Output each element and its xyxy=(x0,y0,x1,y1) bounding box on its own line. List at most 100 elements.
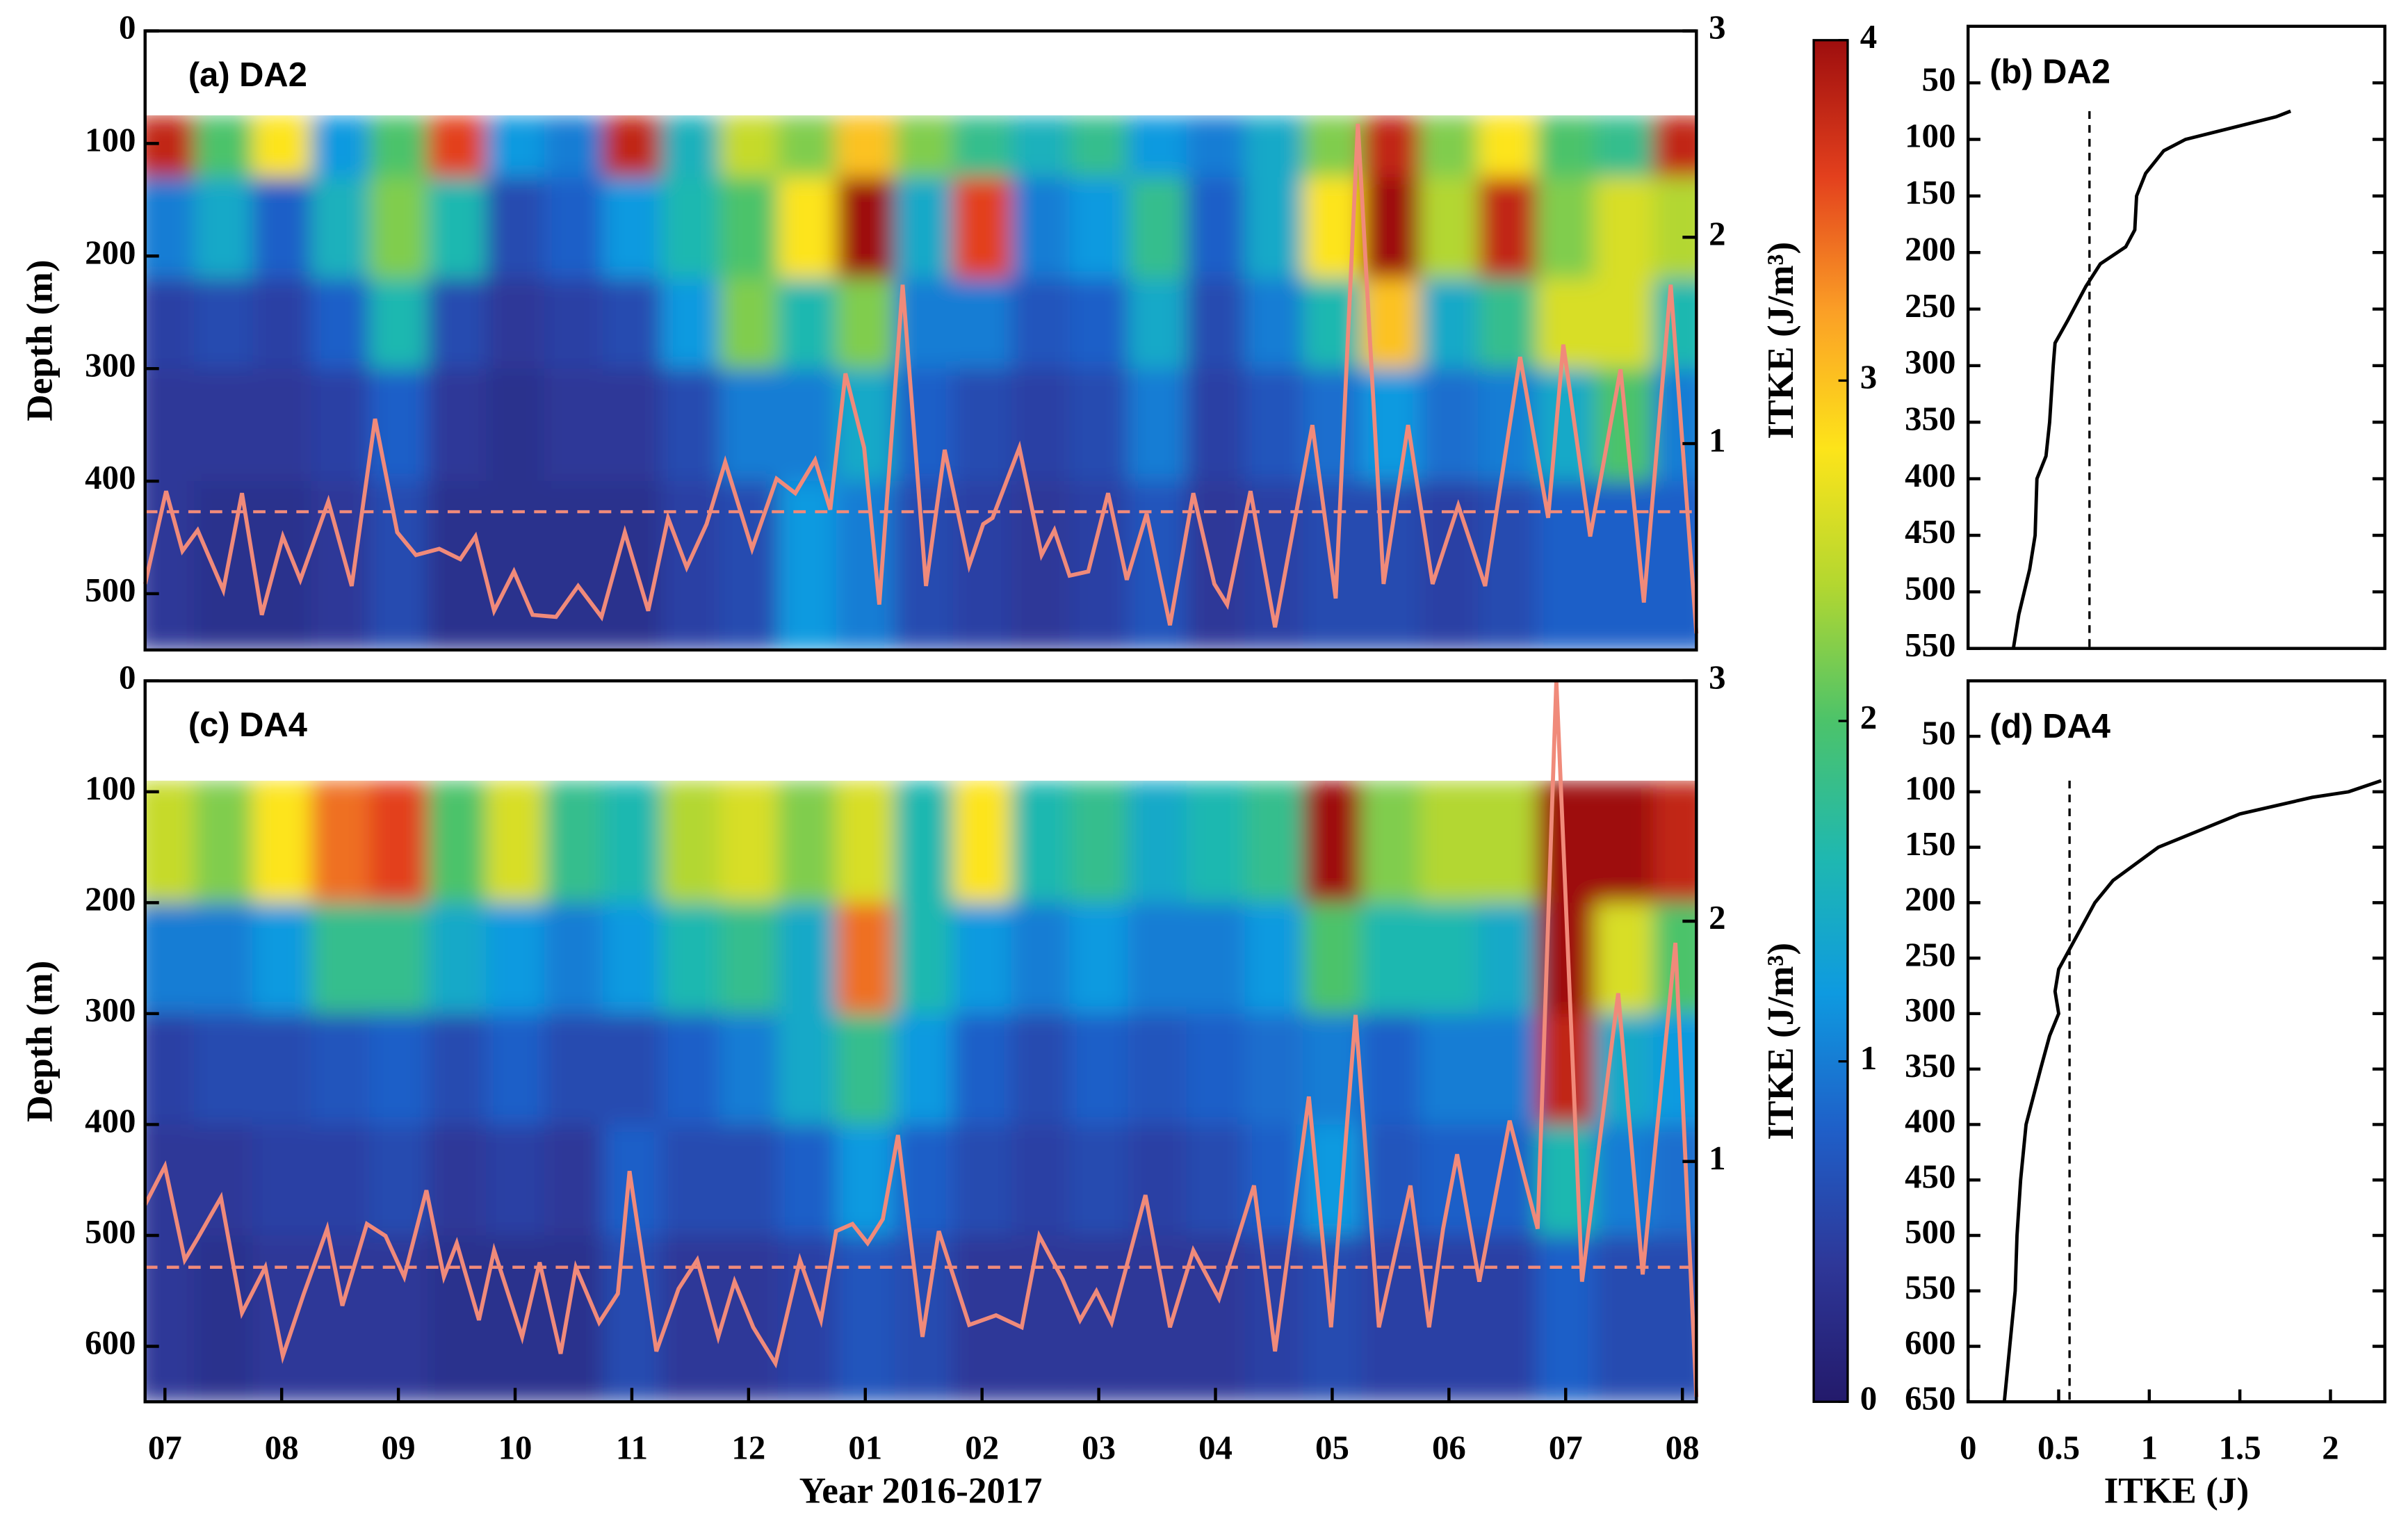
colorbar-tick-label: 3 xyxy=(1860,358,1877,396)
y-tick-label: 600 xyxy=(1905,1324,1955,1362)
heat-cell xyxy=(1069,902,1129,1015)
heat-cell xyxy=(486,902,546,1015)
x-axis-label: ITKE (J) xyxy=(2104,1470,2250,1511)
heat-cell xyxy=(1069,1013,1129,1126)
heat-cell xyxy=(1186,902,1246,1015)
x-tick-label: 08 xyxy=(1666,1429,1700,1467)
heat-cell xyxy=(1478,1235,1538,1402)
y-tick-label: 200 xyxy=(1905,880,1955,918)
heat-cell xyxy=(1011,278,1071,370)
heat-cell xyxy=(194,902,254,1015)
heat-cell xyxy=(952,902,1013,1015)
y2-tick-label: 3 xyxy=(1709,8,1725,47)
heat-cell xyxy=(1653,278,1697,370)
x-axis-label: Year 2016-2017 xyxy=(799,1470,1043,1511)
x-tick-label: 06 xyxy=(1432,1429,1466,1467)
y-tick-label: 100 xyxy=(1905,117,1955,155)
heat-cell xyxy=(894,902,954,1015)
heat-cell xyxy=(1303,780,1362,904)
heat-cell xyxy=(777,780,838,904)
heat-cell xyxy=(486,368,546,482)
heat-cell xyxy=(1011,177,1071,279)
heat-cell xyxy=(777,278,838,370)
colorbar-tick-label: 1 xyxy=(1860,1039,1877,1077)
heat-cell xyxy=(1069,115,1129,179)
y-tick-label: 300 xyxy=(1905,991,1955,1029)
heat-cell xyxy=(252,481,312,650)
y2-tick-label: 3 xyxy=(1709,658,1725,697)
colorbar-tick-label: 4 xyxy=(1860,17,1877,56)
heat-cell xyxy=(544,902,604,1015)
heat-cell xyxy=(544,115,604,179)
heat-cell xyxy=(1361,481,1421,650)
heat-cell xyxy=(602,368,662,482)
heat-cell xyxy=(952,115,1013,179)
heat-cell xyxy=(369,1013,429,1126)
heat-cell xyxy=(952,177,1013,279)
heat-cell xyxy=(1419,278,1479,370)
heat-cell xyxy=(428,1124,487,1237)
heat-cell xyxy=(486,278,546,370)
heat-cell xyxy=(1361,177,1421,279)
heat-cell xyxy=(777,1124,838,1237)
heat-cell xyxy=(1478,177,1538,279)
heat-cell xyxy=(1011,368,1071,482)
heat-cell xyxy=(777,115,838,179)
heat-cell xyxy=(1595,278,1654,370)
y-tick-label: 350 xyxy=(1905,399,1955,437)
heat-cell xyxy=(194,1013,254,1126)
heat-cell xyxy=(1186,780,1246,904)
heatmap-cells xyxy=(145,115,1697,650)
x-tick-label: 03 xyxy=(1082,1429,1116,1467)
heat-cell xyxy=(1478,115,1538,179)
heat-cell xyxy=(1069,1124,1129,1237)
heat-cell xyxy=(428,481,487,650)
itke-line xyxy=(143,123,1699,634)
heat-cell xyxy=(1244,1235,1304,1402)
x-tick-label: 0.5 xyxy=(2037,1429,2080,1467)
heat-cell xyxy=(486,1124,546,1237)
heat-cell xyxy=(1244,115,1304,179)
heat-cell xyxy=(544,278,604,370)
y-tick-label: 300 xyxy=(85,991,136,1029)
heat-cell xyxy=(369,368,429,482)
y-tick-label: 0 xyxy=(119,658,136,697)
y2-tick-label: 2 xyxy=(1709,898,1725,936)
heat-cell xyxy=(311,780,371,904)
heat-cell xyxy=(145,177,195,279)
heat-cell xyxy=(719,481,779,650)
heat-cell xyxy=(836,1124,896,1237)
heat-cell xyxy=(836,1013,896,1126)
colorbar-tick-label: 2 xyxy=(1860,698,1877,736)
heat-cell xyxy=(777,177,838,279)
heat-cell xyxy=(1011,115,1071,179)
heat-cell xyxy=(836,115,896,179)
heat-cell xyxy=(777,1013,838,1126)
heat-cell xyxy=(1069,481,1129,650)
profile-line xyxy=(2011,109,2292,649)
heat-cell xyxy=(194,177,254,279)
y-tick-label: 600 xyxy=(85,1324,136,1362)
heat-cell xyxy=(1069,177,1129,279)
heat-cell xyxy=(660,177,721,279)
heat-cell xyxy=(1478,278,1538,370)
heat-cell xyxy=(1361,115,1421,179)
heat-cell xyxy=(369,115,429,179)
heat-cell xyxy=(1011,780,1071,904)
heat-cell xyxy=(1361,902,1421,1015)
y-tick-label: 400 xyxy=(1905,1102,1955,1140)
heat-cell xyxy=(544,368,604,482)
heat-cell xyxy=(1244,1013,1304,1126)
panel-title: (a) DA2 xyxy=(188,56,307,94)
x-tick-label: 02 xyxy=(965,1429,999,1467)
x-tick-label: 1 xyxy=(2141,1429,2158,1467)
heat-cell xyxy=(194,1235,254,1402)
heat-cell xyxy=(660,780,721,904)
heat-cell xyxy=(486,481,546,650)
heat-cell xyxy=(311,177,371,279)
heat-cell xyxy=(1011,1235,1071,1402)
heat-cell xyxy=(894,368,954,482)
heat-cell xyxy=(1653,115,1697,179)
heat-cell xyxy=(544,780,604,904)
heat-cell xyxy=(660,1124,721,1237)
